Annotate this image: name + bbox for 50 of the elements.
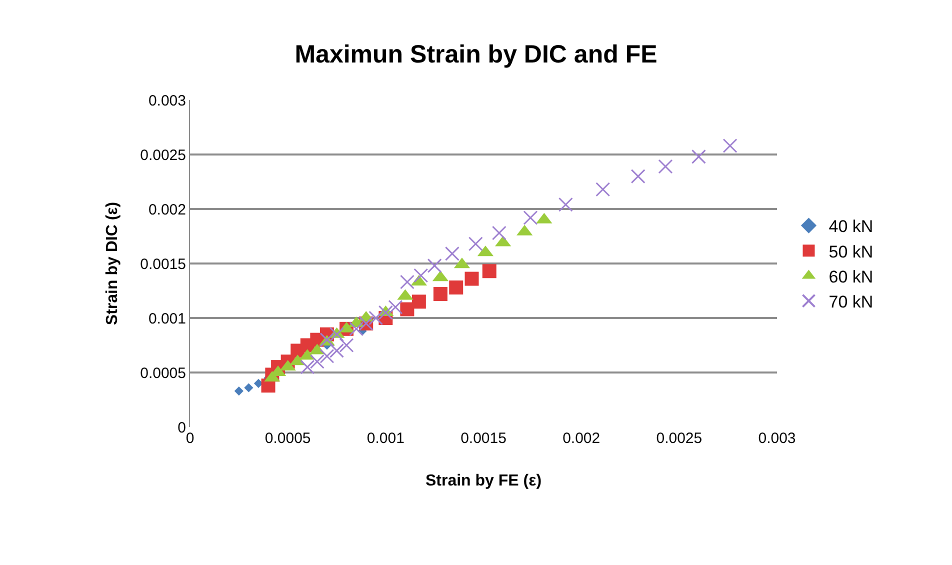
point <box>558 197 573 212</box>
point <box>658 159 673 174</box>
y-axis-title: Strain by DIC (ε) <box>104 202 122 326</box>
y-tick-label: 0.002 <box>148 201 186 218</box>
point <box>468 236 483 252</box>
point <box>234 386 244 396</box>
y-tick-label: 0.001 <box>148 310 186 328</box>
legend-label: 40 kN <box>828 217 874 236</box>
x-tick-label: 0.003 <box>758 430 796 447</box>
point <box>349 322 364 336</box>
point <box>388 300 403 314</box>
point <box>244 383 254 392</box>
x-axis-title: Strain by FE (ε) <box>425 472 542 490</box>
point <box>300 360 315 374</box>
legend-label: 70 kN <box>828 292 874 312</box>
chart-title: Maximun Strain by DIC and FE <box>294 40 658 69</box>
point <box>320 348 334 364</box>
point <box>482 264 496 278</box>
point <box>414 268 428 283</box>
point <box>310 354 324 369</box>
y-tick-label: 0.0005 <box>140 364 186 382</box>
point <box>427 258 442 273</box>
point <box>691 149 706 164</box>
x-tick-label: 0.0015 <box>460 430 506 447</box>
point <box>339 338 354 352</box>
x-tick-label: 0.002 <box>562 430 600 447</box>
point <box>378 305 393 320</box>
y-tick-label: 0.0025 <box>140 146 186 164</box>
point <box>368 310 384 326</box>
point <box>400 274 414 290</box>
point <box>449 280 464 294</box>
point <box>412 294 426 309</box>
point <box>433 287 448 302</box>
point <box>596 182 610 197</box>
point <box>630 169 646 184</box>
x-tick-label: 0.0025 <box>656 430 702 447</box>
x-tick-label: 0.001 <box>366 430 404 447</box>
point <box>330 343 344 358</box>
y-tick-label: 0.0015 <box>140 256 186 273</box>
legend-label: 60 kN <box>828 267 874 286</box>
point <box>722 138 738 154</box>
y-tick-label: 0.003 <box>148 92 186 110</box>
point <box>464 272 479 286</box>
point <box>400 302 414 316</box>
legend-label: 50 kN <box>828 242 874 262</box>
point <box>330 327 344 342</box>
x-tick-label: 0.0005 <box>264 430 311 447</box>
point <box>444 246 460 261</box>
point <box>523 210 538 225</box>
point <box>492 226 506 240</box>
